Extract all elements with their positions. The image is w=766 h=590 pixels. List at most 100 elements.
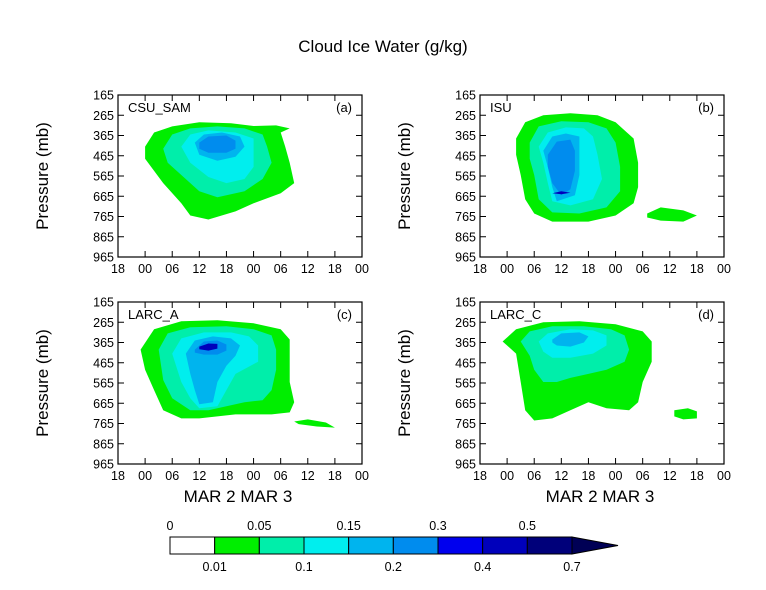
colorbar-top-label: 0.05 — [247, 519, 271, 533]
x-tick-label: 00 — [500, 262, 514, 276]
x-tick-label: 18 — [111, 469, 125, 483]
y-tick-label: 165 — [455, 89, 476, 103]
panel-label: (a) — [336, 100, 352, 115]
y-tick-label: 165 — [93, 296, 114, 310]
x-tick-label: 00 — [247, 262, 261, 276]
x-tick-label: 00 — [609, 262, 623, 276]
x-tick-label: 06 — [165, 469, 179, 483]
x-tick-label: 18 — [328, 262, 342, 276]
x-tick-label: 12 — [663, 262, 677, 276]
y-tick-label: 765 — [455, 417, 476, 431]
y-tick-label: 365 — [93, 336, 114, 350]
contour-level-0_01-1 — [674, 408, 697, 420]
x-tick-label: 00 — [717, 262, 731, 276]
colorbar-bin — [348, 536, 394, 555]
model-name: CSU_SAM — [128, 100, 191, 115]
panel-label: (c) — [337, 307, 352, 322]
x-tick-label: 00 — [355, 262, 369, 276]
x-tick-label: 06 — [636, 262, 650, 276]
x-tick-label: 12 — [554, 469, 568, 483]
x-tick-label: 00 — [355, 469, 369, 483]
y-tick-label: 565 — [455, 377, 476, 391]
x-tick-label: 18 — [690, 262, 704, 276]
colorbar-bottom-label: 0.2 — [385, 560, 402, 574]
chart-title: Cloud Ice Water (g/kg) — [298, 37, 467, 56]
colorbar-top-label: 0.15 — [336, 519, 360, 533]
colorbar-bin — [169, 536, 216, 555]
y-tick-label: 965 — [455, 251, 476, 265]
y-axis-label: Pressure (mb) — [395, 329, 414, 437]
y-tick-label: 965 — [93, 458, 114, 472]
x-tick-label: 06 — [274, 262, 288, 276]
colorbar-overflow-arrow — [571, 536, 619, 555]
y-tick-label: 765 — [455, 210, 476, 224]
x-tick-label: 12 — [301, 469, 315, 483]
y-tick-label: 365 — [455, 129, 476, 143]
contour-level-0_01-1 — [294, 419, 335, 428]
x-tick-label: 00 — [247, 469, 261, 483]
x-tick-label: 06 — [527, 262, 541, 276]
y-tick-label: 765 — [93, 417, 114, 431]
model-name: ISU — [490, 100, 512, 115]
x-tick-label: 06 — [165, 262, 179, 276]
colorbar-bin — [482, 536, 528, 555]
contour-level-0_15-4 — [552, 332, 589, 347]
y-tick-label: 365 — [93, 129, 114, 143]
y-tick-label: 565 — [93, 377, 114, 391]
colorbar-bottom-label: 0.7 — [563, 560, 580, 574]
y-tick-label: 965 — [455, 458, 476, 472]
x-tick-label: 18 — [328, 469, 342, 483]
x-tick-label: 06 — [527, 469, 541, 483]
y-tick-label: 465 — [93, 149, 114, 163]
x-tick-label: 18 — [219, 262, 233, 276]
contour-level-0_2-4 — [199, 135, 236, 153]
x-tick-label: 12 — [301, 262, 315, 276]
colorbar-bottom-label: 0.01 — [202, 560, 226, 574]
panel-label: (d) — [698, 307, 714, 322]
y-tick-label: 265 — [93, 316, 114, 330]
colorbar: 0 0.05 0.15 0.3 0.5 0.01 0.1 0.2 0.4 0.7 — [167, 519, 619, 574]
colorbar-bin — [526, 536, 573, 555]
x-tick-label: 18 — [473, 262, 487, 276]
y-tick-label: 865 — [455, 230, 476, 244]
colorbar-bin — [258, 536, 305, 555]
y-tick-label: 865 — [455, 437, 476, 451]
y-tick-label: 665 — [93, 190, 114, 204]
y-tick-label: 765 — [93, 210, 114, 224]
contour-level-0_2-5 — [547, 139, 575, 196]
y-tick-label: 465 — [455, 149, 476, 163]
y-tick-label: 965 — [93, 251, 114, 265]
contour-level-0_4-6 — [199, 343, 218, 351]
x-tick-label: 18 — [581, 469, 595, 483]
colorbar-top-label: 0.3 — [429, 519, 446, 533]
x-tick-label: 00 — [138, 262, 152, 276]
y-tick-label: 865 — [93, 230, 114, 244]
x-tick-label: 12 — [192, 469, 206, 483]
x-tick-label: 06 — [274, 469, 288, 483]
y-axis-label: Pressure (mb) — [395, 122, 414, 230]
colorbar-top-label: 0 — [167, 519, 174, 533]
x-tick-label: 12 — [192, 262, 206, 276]
colorbar-bottom-label: 0.1 — [295, 560, 312, 574]
x-tick-label: 00 — [609, 469, 623, 483]
contour-level-0_4-6 — [552, 191, 571, 195]
x-tick-label: 00 — [717, 469, 731, 483]
model-name: LARC_C — [490, 307, 541, 322]
x-tick-label: 12 — [663, 469, 677, 483]
x-tick-label: 18 — [581, 262, 595, 276]
y-tick-label: 665 — [455, 190, 476, 204]
colorbar-bin — [392, 536, 439, 555]
y-tick-label: 265 — [455, 316, 476, 330]
y-tick-label: 665 — [93, 397, 114, 411]
colorbar-bin — [214, 536, 260, 555]
y-tick-label: 565 — [93, 170, 114, 184]
x-tick-label: 06 — [636, 469, 650, 483]
y-tick-label: 265 — [455, 109, 476, 123]
model-name: LARC_A — [128, 307, 179, 322]
colorbar-bin — [303, 536, 350, 555]
x-axis-label: MAR 2 MAR 3 — [184, 487, 293, 506]
